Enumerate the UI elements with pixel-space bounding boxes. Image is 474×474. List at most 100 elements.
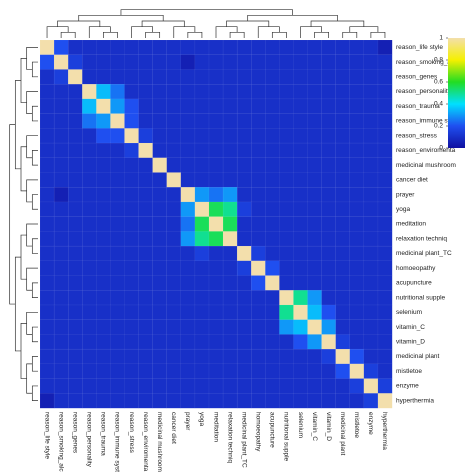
column-label: medicinal plant_TC	[240, 412, 247, 468]
heat-cell	[124, 157, 139, 173]
heat-cell	[307, 260, 322, 276]
heat-cell	[377, 275, 393, 291]
heat-cell	[39, 142, 55, 159]
heat-cell	[208, 363, 224, 379]
heat-cell	[236, 54, 252, 70]
heat-cell	[110, 275, 125, 291]
heat-cell	[363, 172, 379, 188]
heat-cell	[96, 186, 111, 203]
heat-cell	[39, 393, 55, 409]
heat-cell	[110, 319, 125, 335]
heat-cell	[307, 363, 322, 379]
heat-cell	[236, 83, 252, 100]
heat-cell	[222, 275, 238, 291]
heat-cell	[236, 231, 252, 247]
row-label: hyperthermia	[396, 397, 434, 404]
heat-cell	[53, 216, 69, 232]
heat-cell	[222, 142, 238, 159]
heat-cell	[377, 216, 393, 232]
heat-cell	[82, 172, 97, 188]
heat-cell	[152, 304, 168, 321]
heat-cell	[208, 186, 224, 203]
heat-cell	[335, 172, 351, 188]
heat-cell	[124, 69, 139, 85]
heat-cell	[138, 142, 154, 159]
heat-cell	[82, 216, 97, 232]
heat-cell	[82, 319, 97, 335]
heat-cell	[180, 113, 196, 129]
row-label: enzyme	[396, 383, 419, 390]
heat-cell	[335, 260, 351, 276]
heat-cell	[265, 363, 280, 379]
heat-cell	[222, 172, 238, 188]
heat-cell	[152, 142, 168, 159]
heat-cell	[194, 83, 210, 100]
heat-cell	[363, 275, 379, 291]
heat-cell	[293, 231, 308, 247]
heat-cell	[349, 334, 365, 350]
heat-cell	[124, 216, 139, 232]
heat-cell	[265, 157, 280, 173]
dendrogram-branch	[173, 26, 196, 38]
row-label: medicinal mushroom	[396, 162, 456, 169]
heat-cell	[124, 363, 139, 379]
heat-cell	[349, 393, 365, 409]
heat-cell	[208, 172, 224, 188]
heat-cell	[180, 172, 196, 188]
heat-cell	[363, 260, 379, 276]
heat-cell	[208, 39, 224, 56]
heat-cell	[307, 334, 322, 350]
heat-cell	[82, 186, 97, 203]
heat-cell	[194, 348, 210, 365]
heat-cell	[110, 142, 125, 159]
heat-cell	[194, 54, 210, 70]
heat-cell	[53, 172, 69, 188]
heat-cell	[335, 39, 351, 56]
heat-cell	[166, 69, 182, 85]
heat-cell	[236, 275, 252, 291]
heat-cell	[96, 231, 111, 247]
heat-cell	[180, 201, 196, 218]
heat-cell	[194, 172, 210, 188]
dendrogram-branch	[300, 26, 322, 38]
heat-cell	[166, 231, 182, 247]
heat-cell	[208, 201, 224, 218]
heat-cell	[96, 348, 111, 365]
heat-cell	[53, 113, 69, 129]
heat-cell	[138, 348, 154, 365]
heat-cell	[67, 393, 83, 409]
heat-cell	[152, 275, 168, 291]
colorbar-tick-label: 0.4	[434, 101, 443, 108]
dendrogram-branch	[20, 234, 27, 280]
heat-cell	[110, 260, 125, 276]
heat-cell	[208, 334, 224, 350]
heat-cell	[180, 231, 196, 247]
heat-cell	[321, 290, 337, 306]
heat-cell	[293, 69, 308, 85]
heat-cell	[67, 348, 83, 365]
heat-cell	[222, 334, 238, 350]
heat-cell	[110, 83, 125, 100]
heat-cell	[67, 304, 83, 321]
dendrogram-branch	[31, 326, 38, 343]
dendrogram-branch	[145, 31, 161, 38]
heat-cell	[67, 378, 83, 394]
dendrogram-branch	[370, 31, 386, 38]
dendrogram-branch	[226, 20, 270, 27]
heat-cell	[222, 39, 238, 56]
heat-cell	[82, 98, 97, 114]
heat-cell	[96, 157, 111, 173]
heat-cell	[335, 201, 351, 218]
row-label: cancer diet	[396, 177, 428, 184]
heat-cell	[335, 128, 351, 144]
heat-cell	[67, 275, 83, 291]
heat-cell	[279, 98, 294, 114]
column-label: enzyme	[367, 412, 374, 435]
heat-cell	[377, 260, 393, 276]
heat-cell	[349, 216, 365, 232]
heat-cell	[124, 172, 139, 188]
heat-cell	[349, 363, 365, 379]
heat-cell	[194, 378, 210, 394]
heat-cell	[307, 216, 322, 232]
heat-cell	[53, 334, 69, 350]
